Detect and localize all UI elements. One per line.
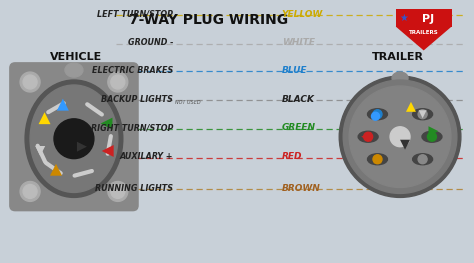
Polygon shape xyxy=(374,155,382,163)
Text: BACKUP LIGHTS: BACKUP LIGHTS xyxy=(101,95,173,104)
Text: ELECTRIC BRAKES: ELECTRIC BRAKES xyxy=(92,66,173,75)
Text: YELLOW: YELLOW xyxy=(282,9,323,19)
Polygon shape xyxy=(400,140,410,150)
Polygon shape xyxy=(38,112,51,124)
Text: WHITE: WHITE xyxy=(282,38,315,47)
Polygon shape xyxy=(361,132,371,142)
Polygon shape xyxy=(50,164,62,176)
Circle shape xyxy=(23,75,37,89)
Circle shape xyxy=(339,76,461,198)
Polygon shape xyxy=(428,126,438,136)
Ellipse shape xyxy=(30,85,118,193)
Text: GREEN: GREEN xyxy=(282,123,316,132)
Circle shape xyxy=(20,181,40,201)
Circle shape xyxy=(373,155,382,164)
Ellipse shape xyxy=(413,154,433,165)
Circle shape xyxy=(23,184,37,198)
Polygon shape xyxy=(100,118,112,130)
Polygon shape xyxy=(57,99,69,111)
Text: TRAILER: TRAILER xyxy=(372,52,424,62)
Text: 7-WAY PLUG WIRING: 7-WAY PLUG WIRING xyxy=(129,13,288,27)
Polygon shape xyxy=(77,142,87,152)
Circle shape xyxy=(418,110,427,119)
FancyBboxPatch shape xyxy=(9,62,139,211)
Polygon shape xyxy=(419,110,427,118)
Ellipse shape xyxy=(392,72,408,84)
Text: NOT USED: NOT USED xyxy=(175,100,201,105)
Circle shape xyxy=(108,181,128,201)
Text: VEHICLE: VEHICLE xyxy=(50,52,102,62)
Circle shape xyxy=(54,119,94,159)
Circle shape xyxy=(20,72,40,92)
Text: RUNNING LIGHTS: RUNNING LIGHTS xyxy=(95,184,173,193)
Text: GROUND -: GROUND - xyxy=(128,38,173,47)
Circle shape xyxy=(372,112,380,120)
Circle shape xyxy=(349,86,451,188)
Polygon shape xyxy=(35,146,45,156)
Ellipse shape xyxy=(367,109,387,120)
Circle shape xyxy=(418,155,427,164)
FancyBboxPatch shape xyxy=(396,9,452,27)
Ellipse shape xyxy=(358,131,378,142)
Circle shape xyxy=(111,75,125,89)
Polygon shape xyxy=(102,145,114,157)
Polygon shape xyxy=(396,27,452,50)
Text: TRAILERS: TRAILERS xyxy=(409,30,438,35)
Circle shape xyxy=(343,80,457,193)
Ellipse shape xyxy=(25,80,123,198)
Text: RED: RED xyxy=(282,152,302,161)
Circle shape xyxy=(108,72,128,92)
Ellipse shape xyxy=(422,131,442,142)
Circle shape xyxy=(364,132,373,141)
Text: BLACK: BLACK xyxy=(282,95,315,104)
Ellipse shape xyxy=(367,154,387,165)
Circle shape xyxy=(428,132,437,141)
Circle shape xyxy=(111,184,125,198)
Text: BROWN: BROWN xyxy=(282,184,320,193)
Circle shape xyxy=(390,127,410,147)
Text: BLUE: BLUE xyxy=(282,66,308,75)
Text: RIGHT TURN/STOP: RIGHT TURN/STOP xyxy=(91,123,173,132)
Polygon shape xyxy=(406,102,416,112)
Text: PJ: PJ xyxy=(421,14,434,24)
Text: ★: ★ xyxy=(400,13,408,23)
Text: LEFT TURN/STOP: LEFT TURN/STOP xyxy=(97,9,173,19)
Ellipse shape xyxy=(413,109,433,120)
Text: AUXILARY +: AUXILARY + xyxy=(120,152,173,161)
Ellipse shape xyxy=(65,63,83,77)
Circle shape xyxy=(373,110,382,119)
